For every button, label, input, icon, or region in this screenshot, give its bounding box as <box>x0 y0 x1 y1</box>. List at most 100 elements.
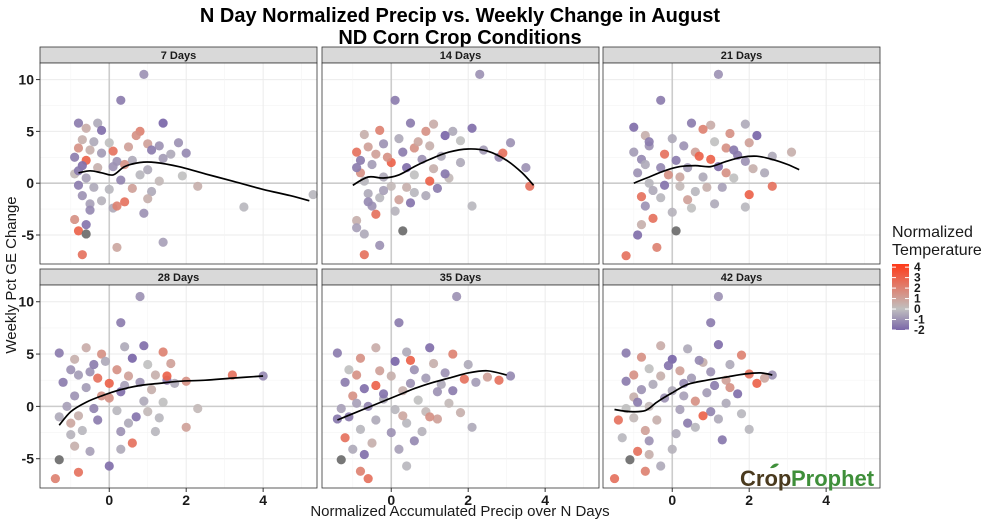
data-point <box>409 187 419 198</box>
data-point <box>629 122 639 132</box>
data-point <box>108 162 118 172</box>
data-point <box>740 119 750 129</box>
data-point <box>786 147 797 157</box>
data-point <box>455 136 466 146</box>
data-point <box>709 199 720 209</box>
data-point <box>706 120 716 130</box>
data-point <box>93 163 103 173</box>
data-point <box>173 138 184 148</box>
data-point <box>652 242 662 253</box>
legend-colorbar <box>892 264 909 330</box>
data-point <box>112 365 122 375</box>
data-point <box>344 365 354 375</box>
data-point <box>73 226 84 236</box>
data-point <box>154 141 164 151</box>
y-tick-label: -5 <box>22 451 35 467</box>
data-point <box>135 291 145 302</box>
data-point <box>640 425 650 436</box>
data-point <box>390 95 400 105</box>
data-point <box>390 356 400 366</box>
data-point <box>621 376 631 386</box>
data-point <box>359 383 369 394</box>
data-point <box>177 171 187 181</box>
data-point <box>116 175 126 185</box>
data-point <box>332 348 342 358</box>
data-point <box>340 433 350 443</box>
data-point <box>112 405 122 416</box>
data-point <box>405 378 416 388</box>
data-point <box>494 375 504 385</box>
x-tick-label: 0 <box>105 492 113 508</box>
data-point <box>633 397 643 407</box>
facet-panel: 21 Days <box>602 46 881 265</box>
data-point <box>521 163 531 173</box>
data-point <box>675 366 685 376</box>
data-point <box>181 148 191 158</box>
data-point <box>417 426 427 437</box>
data-point <box>70 214 80 225</box>
data-point <box>752 378 762 388</box>
data-point <box>455 408 466 418</box>
data-point <box>498 148 508 158</box>
data-point <box>432 387 443 397</box>
data-point <box>394 318 404 328</box>
data-point <box>690 396 700 406</box>
data-point <box>648 379 658 390</box>
data-point <box>378 185 389 196</box>
data-point <box>725 128 735 139</box>
data-point <box>143 359 153 370</box>
data-point <box>694 151 704 161</box>
data-point <box>463 359 473 370</box>
data-point <box>371 209 381 219</box>
data-point <box>116 95 126 105</box>
y-tick-label: 10 <box>18 72 34 88</box>
data-point <box>352 147 362 157</box>
data-point <box>348 391 358 401</box>
data-point <box>89 403 99 414</box>
data-point <box>93 118 103 128</box>
data-point <box>363 197 373 207</box>
data-point <box>667 444 677 454</box>
data-point <box>405 118 416 128</box>
facet-strip-label: 28 Days <box>158 272 200 284</box>
data-point <box>636 352 647 362</box>
data-point <box>428 119 439 129</box>
logo-crop-text: Crop <box>740 466 791 491</box>
data-point <box>85 205 95 215</box>
data-point <box>77 250 87 260</box>
data-point <box>170 378 180 388</box>
logo-leaf-icon <box>770 463 779 469</box>
data-point <box>120 159 130 170</box>
data-point <box>690 186 700 197</box>
data-point <box>127 438 137 448</box>
data-point <box>367 159 377 170</box>
data-point <box>448 386 458 396</box>
facet-panel: 14 Days <box>321 46 600 265</box>
facet-strip-label: 35 Days <box>440 272 482 284</box>
x-tick-label: 2 <box>182 492 190 508</box>
data-point <box>421 191 431 201</box>
data-point <box>158 118 168 128</box>
data-point <box>375 125 385 135</box>
data-point <box>104 378 114 388</box>
data-point <box>70 354 80 364</box>
data-point <box>421 126 431 136</box>
data-point <box>636 220 647 230</box>
data-point <box>663 360 674 371</box>
data-point <box>352 223 362 233</box>
facet-panel: 28 Days <box>39 268 318 489</box>
smooth-line <box>614 372 773 413</box>
data-point <box>644 449 654 460</box>
data-point <box>85 145 95 155</box>
data-point <box>73 467 84 477</box>
data-point <box>448 126 458 136</box>
data-point <box>96 148 107 158</box>
data-point <box>308 189 318 200</box>
data-point <box>609 473 620 484</box>
data-point <box>706 367 716 377</box>
data-point <box>505 138 516 148</box>
data-point <box>740 156 750 167</box>
data-point <box>402 182 412 192</box>
data-point <box>667 134 677 144</box>
data-point <box>471 377 481 387</box>
